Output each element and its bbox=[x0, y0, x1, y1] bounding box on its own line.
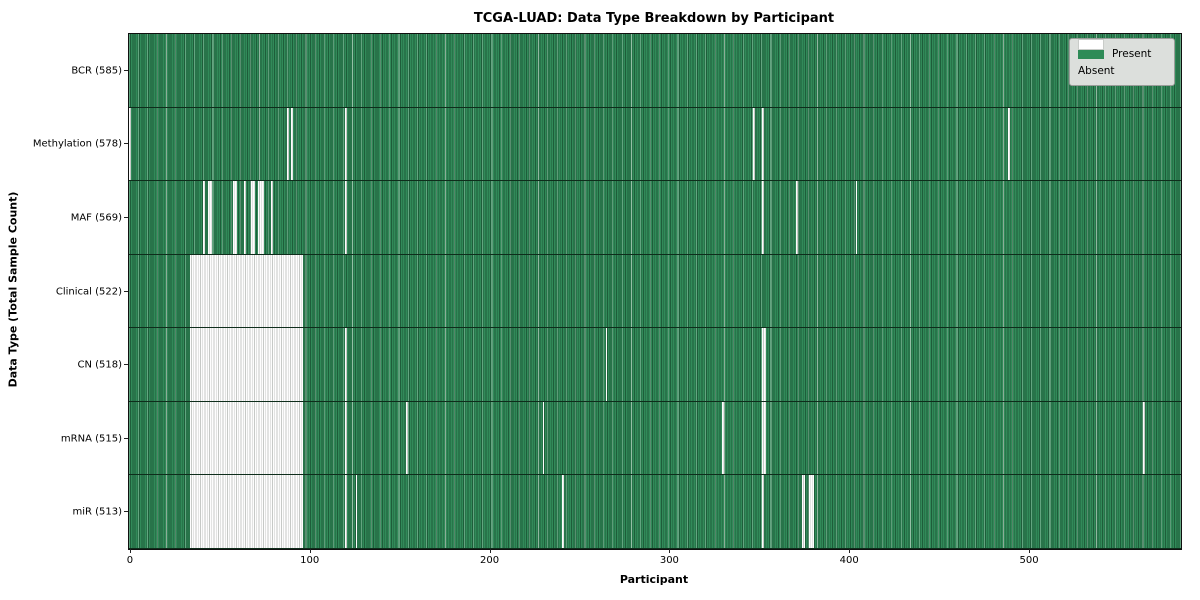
absent-segment bbox=[1143, 401, 1146, 475]
x-tick-label: 200 bbox=[480, 555, 500, 566]
legend-label-present: Present bbox=[1112, 47, 1152, 60]
absent-segment bbox=[761, 181, 764, 254]
absent-segment bbox=[344, 181, 347, 254]
x-tick-label: 300 bbox=[659, 555, 679, 566]
y-tick-label-cn: CN (518) bbox=[77, 359, 122, 371]
absent-segment bbox=[190, 328, 304, 401]
absent-segment bbox=[761, 401, 766, 475]
absent-segment bbox=[808, 475, 815, 548]
absent-segment bbox=[344, 328, 347, 401]
y-tick-label-mrna: mRNA (515) bbox=[60, 433, 122, 445]
absent-segment bbox=[344, 401, 347, 475]
x-tick-label: 100 bbox=[300, 555, 320, 566]
absent-segment bbox=[190, 401, 304, 475]
x-tick-label: 400 bbox=[839, 555, 859, 566]
legend-item-absent: Absent bbox=[1078, 39, 1166, 79]
y-tick-mark bbox=[124, 437, 128, 439]
y-tick-mark bbox=[124, 216, 128, 218]
heatmap-row-mrna bbox=[129, 401, 1181, 476]
absent-segment bbox=[290, 107, 293, 181]
y-tick-label-bcr: BCR (585) bbox=[71, 65, 122, 77]
heatmap-row-bcr bbox=[129, 34, 1181, 108]
x-tick-mark bbox=[309, 549, 311, 553]
heatmap-row-maf bbox=[129, 181, 1181, 255]
y-tick-mark bbox=[124, 364, 128, 366]
absent-segment bbox=[251, 181, 255, 254]
absent-segment bbox=[233, 181, 237, 254]
absent-segment bbox=[722, 401, 725, 475]
absent-swatch-icon bbox=[1078, 39, 1104, 50]
legend: Present Absent bbox=[1069, 38, 1175, 86]
plot-area: Present Absent bbox=[128, 33, 1182, 550]
x-tick-mark bbox=[669, 549, 671, 553]
absent-segment bbox=[271, 181, 273, 254]
absent-segment bbox=[405, 401, 408, 475]
absent-segment bbox=[542, 401, 545, 475]
absent-segment bbox=[344, 475, 347, 548]
absent-segment bbox=[761, 107, 764, 181]
absent-segment bbox=[562, 475, 565, 548]
legend-label-absent: Absent bbox=[1078, 64, 1115, 77]
heatmap-row-methylation bbox=[129, 107, 1181, 182]
absent-segment bbox=[244, 181, 246, 254]
y-tick-mark bbox=[124, 69, 128, 71]
absent-segment bbox=[753, 107, 755, 181]
x-tick-label: 500 bbox=[1019, 555, 1039, 566]
heatmap-row-cn bbox=[129, 328, 1181, 402]
absent-segment bbox=[1008, 107, 1011, 181]
heatmap-row-mir bbox=[129, 475, 1181, 549]
y-tick-label-methylation: Methylation (578) bbox=[32, 138, 122, 150]
y-tick-label-maf: MAF (569) bbox=[70, 212, 122, 224]
y-tick-mark bbox=[124, 511, 128, 513]
x-tick-mark bbox=[1029, 549, 1031, 553]
present-swatch-icon bbox=[1078, 48, 1104, 59]
x-axis-title: Participant bbox=[619, 573, 689, 586]
absent-segment bbox=[761, 328, 766, 401]
y-tick-mark bbox=[124, 143, 128, 145]
x-tick-label: 0 bbox=[126, 555, 134, 566]
absent-segment bbox=[801, 475, 806, 548]
y-axis-title: Data Type (Total Sample Count) bbox=[6, 191, 20, 388]
absent-segment bbox=[796, 181, 798, 254]
chart-title: TCGA-LUAD: Data Type Breakdown by Partic… bbox=[473, 11, 835, 26]
absent-segment bbox=[190, 475, 304, 548]
absent-segment bbox=[855, 181, 858, 254]
absent-segment bbox=[208, 181, 212, 254]
absent-segment bbox=[190, 254, 304, 328]
absent-segment bbox=[129, 107, 131, 181]
absent-segment bbox=[605, 328, 608, 401]
absent-segment bbox=[258, 181, 264, 254]
y-tick-label-mir: miR (513) bbox=[72, 506, 122, 518]
heatmap-row-clinical bbox=[129, 254, 1181, 329]
absent-segment bbox=[202, 181, 205, 254]
absent-segment bbox=[344, 107, 347, 181]
legend-item-present: Present bbox=[1078, 45, 1166, 62]
absent-segment bbox=[761, 475, 764, 548]
x-tick-mark bbox=[129, 549, 131, 553]
y-tick-label-clinical: Clinical (522) bbox=[55, 286, 122, 297]
x-tick-mark bbox=[849, 549, 851, 553]
absent-segment bbox=[355, 475, 358, 548]
absent-segment bbox=[287, 107, 290, 181]
x-tick-mark bbox=[489, 549, 491, 553]
y-tick-mark bbox=[124, 290, 128, 292]
